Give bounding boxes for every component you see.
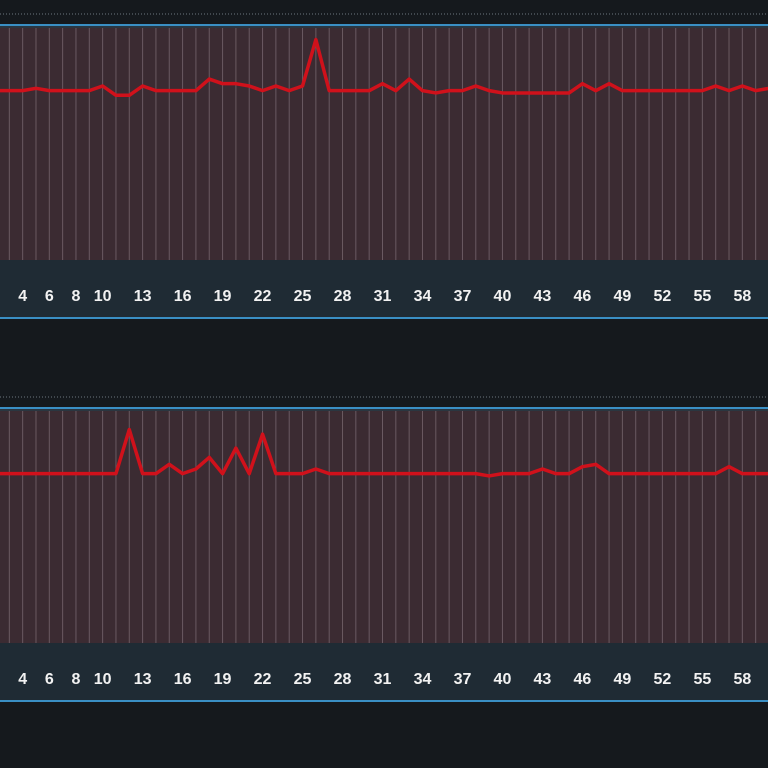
x-tick-label: 40 xyxy=(494,288,512,305)
x-axis-band xyxy=(0,643,768,701)
x-tick-label: 22 xyxy=(254,288,272,305)
x-axis-band xyxy=(0,260,768,318)
x-tick-label: 34 xyxy=(414,671,432,688)
x-tick-label: 2 xyxy=(0,288,1,305)
x-tick-label: 31 xyxy=(374,671,392,688)
x-tick-label: 4 xyxy=(18,288,27,305)
x-tick-label: 28 xyxy=(334,671,352,688)
x-tick-label: 28 xyxy=(334,288,352,305)
x-tick-label: 43 xyxy=(534,671,552,688)
x-tick-label: 22 xyxy=(254,671,272,688)
x-tick-label: 52 xyxy=(653,671,671,688)
plot-area xyxy=(0,28,768,260)
x-tick-label: 37 xyxy=(454,288,472,305)
x-tick-label: 19 xyxy=(214,671,232,688)
x-tick-label: 16 xyxy=(174,288,192,305)
x-tick-label: 49 xyxy=(613,288,631,305)
x-tick-label: 46 xyxy=(574,671,592,688)
x-tick-label: 49 xyxy=(613,671,631,688)
x-tick-label: 13 xyxy=(134,671,152,688)
x-tick-label: 58 xyxy=(733,671,751,688)
x-tick-label: 19 xyxy=(214,288,232,305)
x-tick-label: 16 xyxy=(174,671,192,688)
x-tick-label: 55 xyxy=(693,288,711,305)
x-tick-label: 25 xyxy=(294,671,312,688)
x-tick-label: 2 xyxy=(0,671,1,688)
x-tick-label: 55 xyxy=(693,671,711,688)
x-tick-label: 40 xyxy=(494,671,512,688)
x-tick-label: 10 xyxy=(94,671,112,688)
x-tick-label: 46 xyxy=(574,288,592,305)
x-tick-label: 31 xyxy=(374,288,392,305)
x-tick-label: 58 xyxy=(733,288,751,305)
plot-area xyxy=(0,411,768,643)
x-tick-label: 34 xyxy=(414,288,432,305)
x-tick-label: 37 xyxy=(454,671,472,688)
x-tick-label: 6 xyxy=(45,288,54,305)
x-tick-label: 52 xyxy=(653,288,671,305)
x-tick-label: 10 xyxy=(94,288,112,305)
x-tick-label: 43 xyxy=(534,288,552,305)
x-tick-label: 6 xyxy=(45,671,54,688)
x-tick-label: 8 xyxy=(72,288,81,305)
x-tick-label: 13 xyxy=(134,288,152,305)
data-line xyxy=(0,37,768,98)
x-tick-label: 8 xyxy=(72,671,81,688)
data-line xyxy=(0,427,768,478)
x-tick-label: 25 xyxy=(294,288,312,305)
x-tick-label: 4 xyxy=(18,671,27,688)
